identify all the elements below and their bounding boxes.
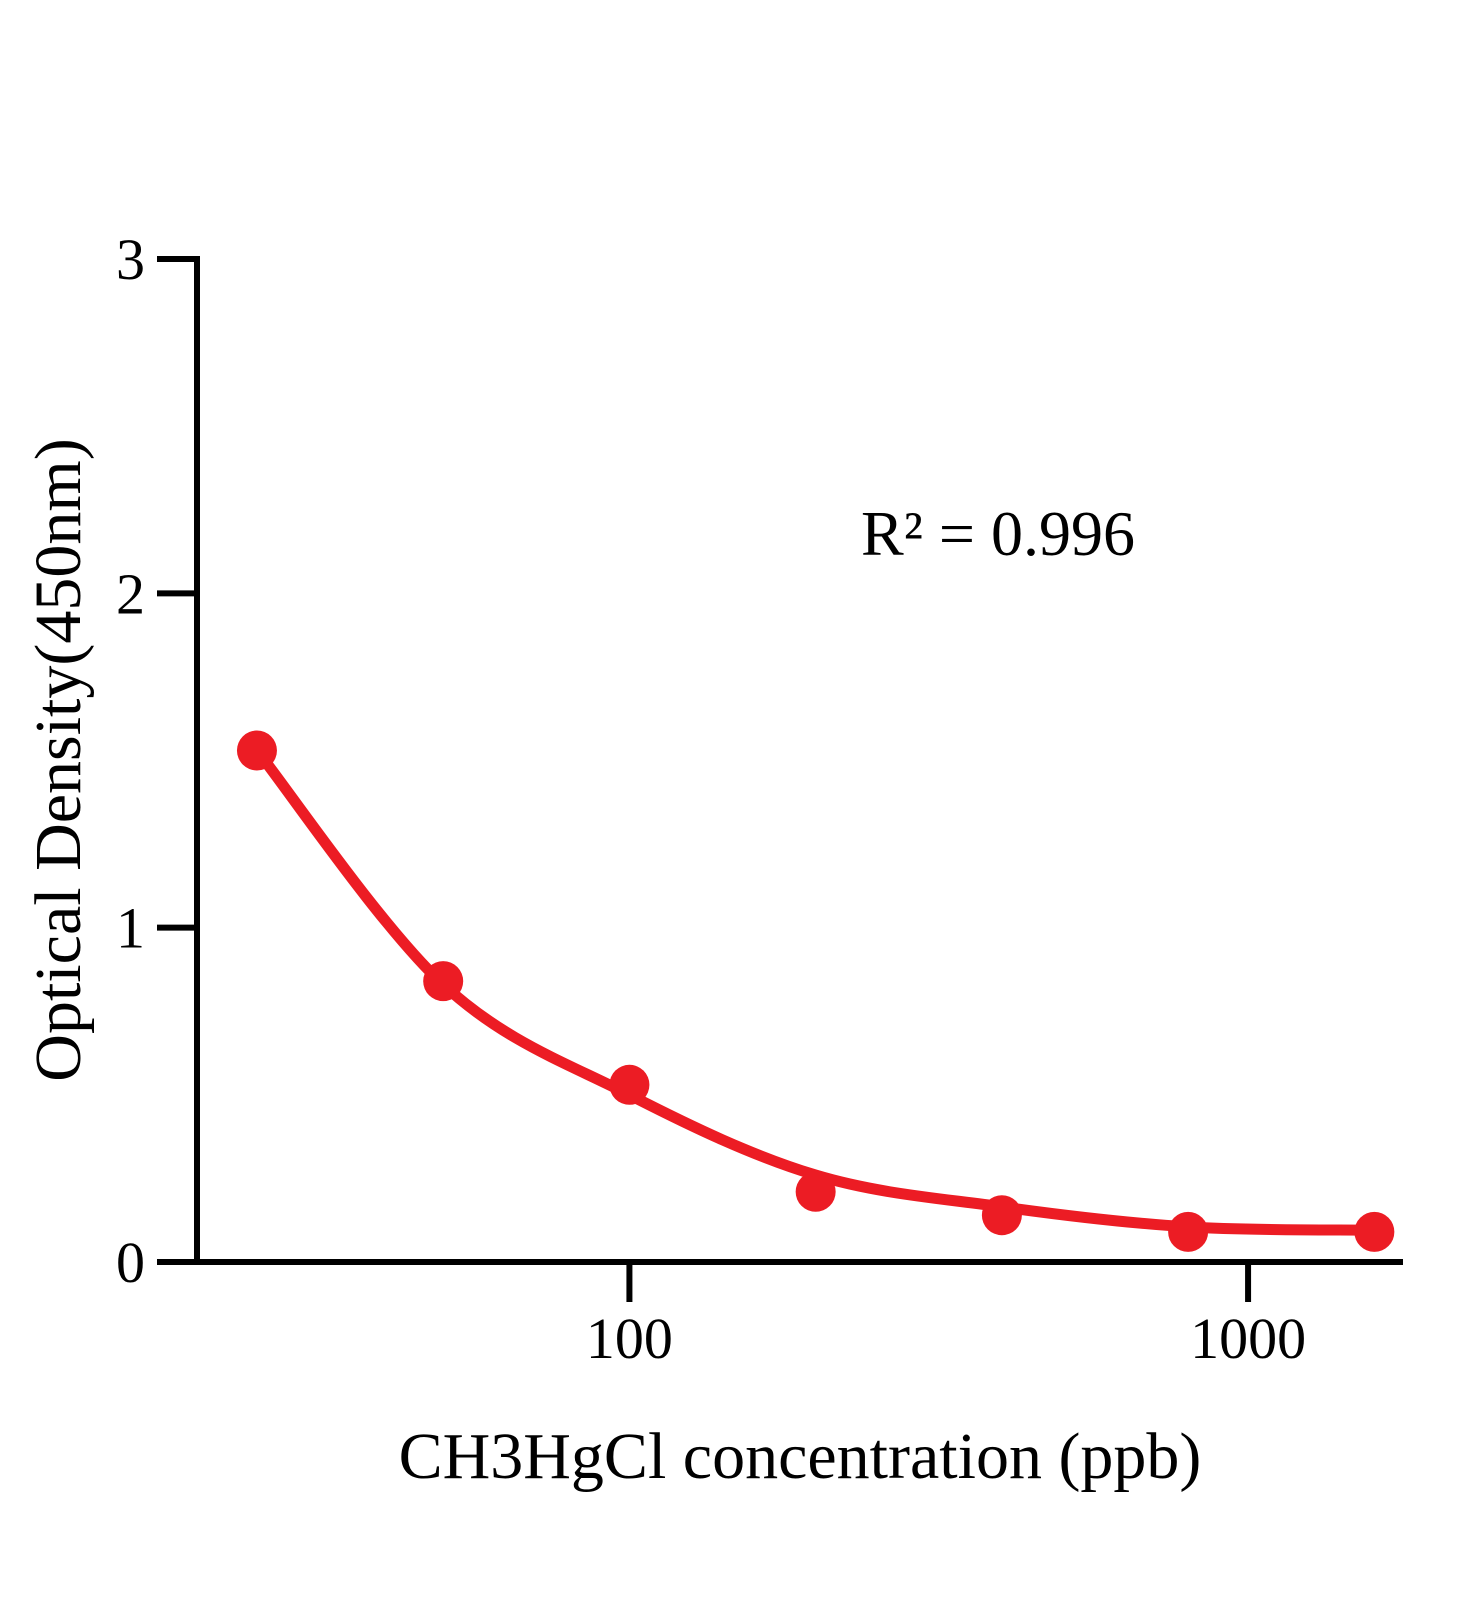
x-tick-label: 100 [586, 1306, 673, 1371]
fit-curve-layer [251, 744, 1380, 1236]
y-tick-label: 0 [116, 1230, 145, 1295]
axis-ticks-layer: 0 1 2 3 100 1000 [116, 227, 1306, 1371]
data-point [236, 730, 277, 771]
data-point [795, 1171, 836, 1212]
y-tick-label: 2 [116, 561, 145, 626]
data-point [609, 1064, 650, 1105]
data-point [423, 961, 464, 1002]
x-axis-title: CH3HgCl concentration (ppb) [399, 1420, 1202, 1493]
data-points-layer [236, 730, 1395, 1252]
y-axis-title: Optical Density(450nm) [22, 438, 95, 1081]
data-point [1168, 1211, 1209, 1252]
fit-curve-line [251, 744, 1380, 1236]
y-tick-label: 1 [116, 896, 145, 961]
y-tick-label: 3 [116, 227, 145, 292]
x-tick-label: 1000 [1190, 1306, 1306, 1371]
data-point [981, 1195, 1022, 1236]
data-point [1354, 1211, 1395, 1252]
r-squared-annotation: R² = 0.996 [861, 498, 1135, 569]
